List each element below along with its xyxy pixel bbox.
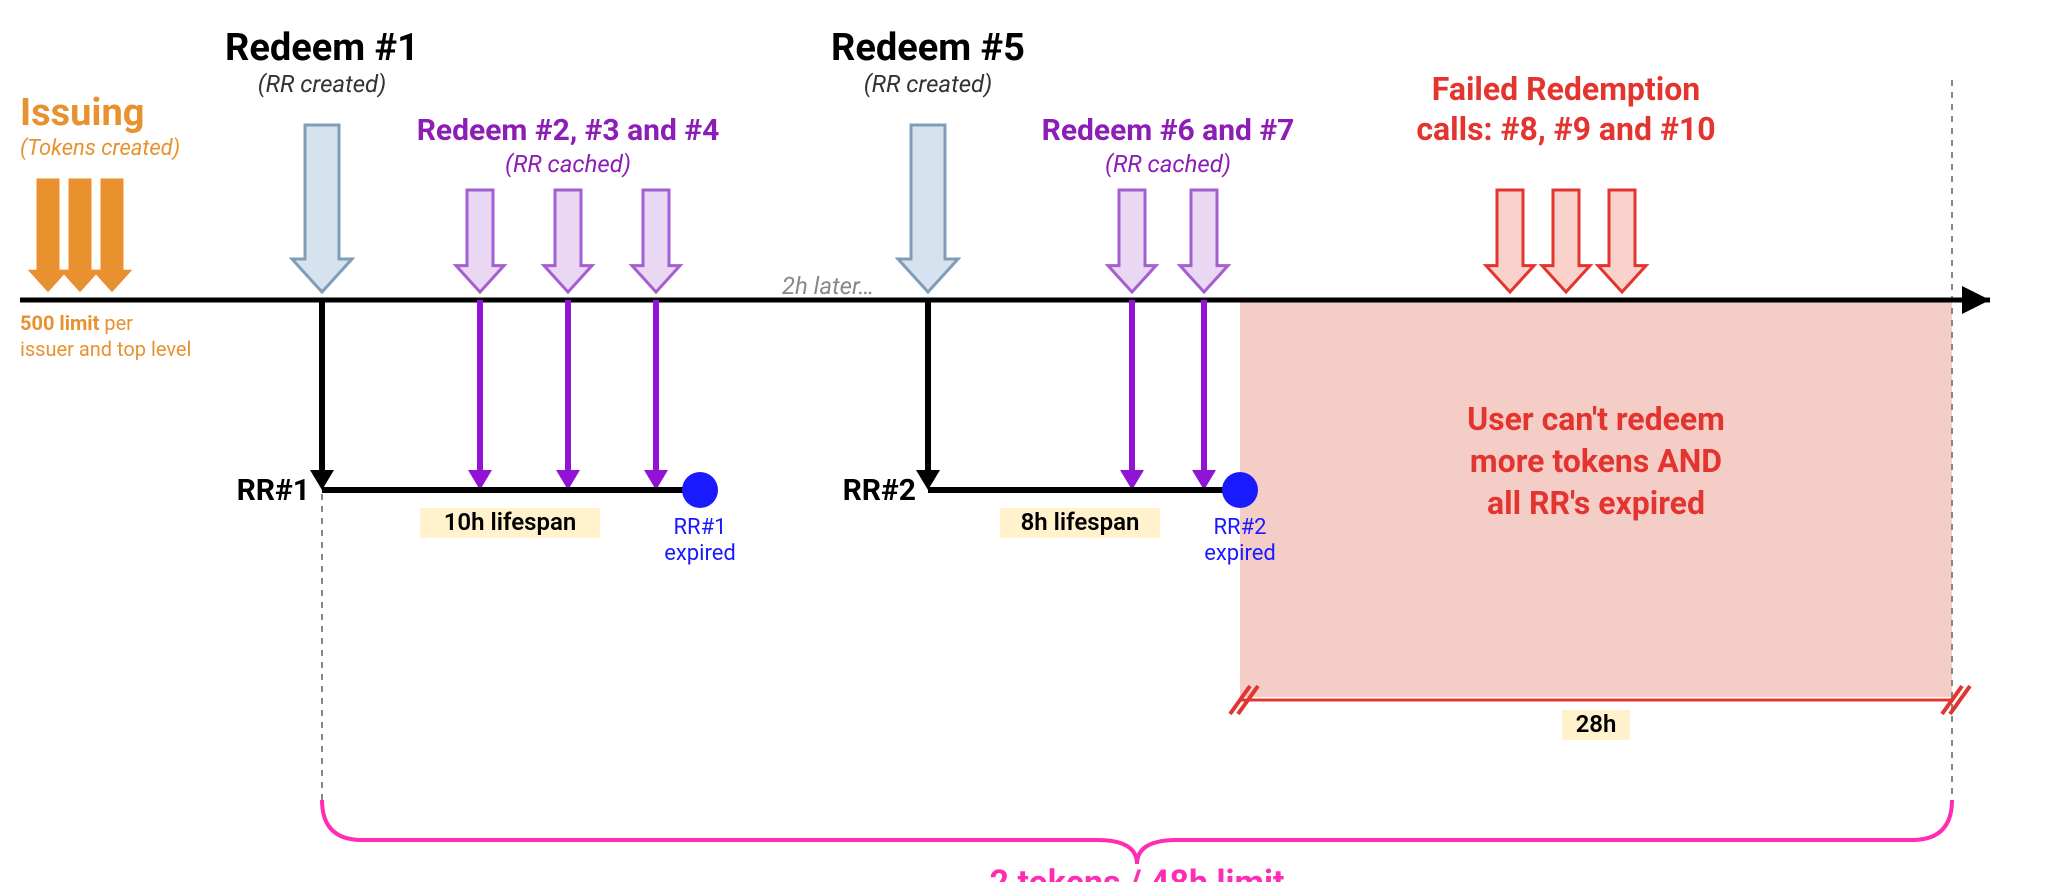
redeem5-title: Redeem #5 — [831, 26, 1025, 70]
issuing-title: Issuing — [20, 91, 145, 135]
gap-label: 2h later… — [782, 272, 874, 300]
fail-title-line2: calls: #8, #9 and #10 — [1416, 110, 1715, 148]
limit-brace-label: 2 tokens / 48h limit — [990, 863, 1285, 882]
rr2-expired-label-line1: RR#2 — [1213, 515, 1266, 540]
rr2-expired-dot-icon — [1222, 472, 1258, 508]
fail-body-line3: all RR's expired — [1487, 484, 1705, 522]
issuing-note: 500 limit per — [20, 311, 133, 335]
issuing-note-line2: issuer and top level — [20, 337, 191, 361]
token-timeline-diagram: Issuing(Tokens created) 500 limit perissu… — [0, 0, 2048, 882]
issuing-subtitle: (Tokens created) — [20, 136, 180, 161]
rr2-expired-label-line2: expired — [1204, 541, 1276, 566]
cached-a-subtitle: (RR cached) — [505, 150, 631, 178]
rr1-expired-label-line2: expired — [664, 541, 736, 566]
redeem5-subtitle: (RR created) — [864, 70, 993, 98]
cached-a-title: Redeem #2, #3 and #4 — [417, 113, 720, 148]
rr2-lifespan-label: 8h lifespan — [1021, 508, 1140, 536]
rr1-expired-dot-icon — [682, 472, 718, 508]
cached-b-subtitle: (RR cached) — [1105, 150, 1231, 178]
fail-title-line1: Failed Redemption — [1432, 70, 1700, 108]
fail-body-line2: more tokens AND — [1470, 442, 1722, 480]
fail-body-line1: User can't redeem — [1467, 400, 1725, 438]
fail-span-label: 28h — [1576, 710, 1617, 738]
rr1-label: RR#1 — [237, 473, 310, 508]
rr2-label: RR#2 — [843, 473, 916, 508]
rr1-expired-label-line1: RR#1 — [673, 515, 726, 540]
redeem1-subtitle: (RR created) — [258, 70, 387, 98]
redeem1-title: Redeem #1 — [225, 26, 419, 70]
rr1-lifespan-label: 10h lifespan — [444, 508, 577, 536]
cached-b-title: Redeem #6 and #7 — [1042, 113, 1295, 148]
